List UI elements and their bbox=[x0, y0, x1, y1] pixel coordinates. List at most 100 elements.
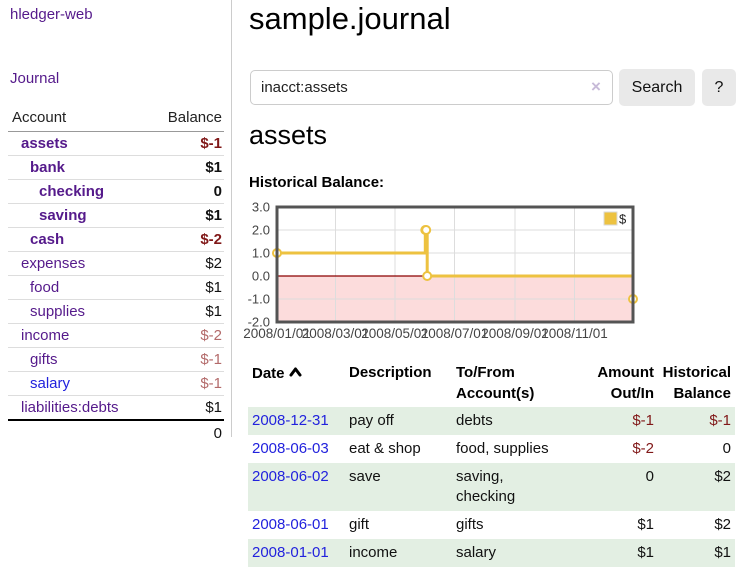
account-row: cash $-2 bbox=[8, 227, 224, 252]
transaction-date-link[interactable]: 2008-06-02 bbox=[252, 468, 329, 485]
svg-text:2008/05/01: 2008/05/01 bbox=[361, 326, 429, 341]
chart-heading: Historical Balance: bbox=[249, 174, 385, 191]
transaction-balance: $2 bbox=[714, 468, 731, 485]
svg-text:1.0: 1.0 bbox=[252, 246, 270, 261]
transaction-balance: $2 bbox=[714, 516, 731, 533]
account-row: gifts $-1 bbox=[8, 347, 224, 372]
date-column-header[interactable]: Date bbox=[248, 359, 345, 407]
transaction-amount: $1 bbox=[637, 544, 654, 561]
account-balance: $-1 bbox=[148, 131, 224, 156]
svg-text:2008/11/01: 2008/11/01 bbox=[541, 326, 608, 341]
account-row: expenses $2 bbox=[8, 251, 224, 276]
sidebar: hledger-web Journal Account Balance asse… bbox=[0, 0, 232, 445]
account-row: liabilities:debts $1 bbox=[8, 395, 224, 421]
account-link[interactable]: saving bbox=[39, 207, 87, 224]
transaction-date-link[interactable]: 2008-01-01 bbox=[252, 544, 329, 561]
svg-text:-1.0: -1.0 bbox=[248, 292, 270, 307]
transaction-balance: $-1 bbox=[709, 412, 731, 429]
transaction-accounts: salary bbox=[456, 544, 497, 561]
account-link[interactable]: bank bbox=[30, 159, 66, 176]
balance-chart: 3.0 2.0 1.0 0.0 -1.0 -2.02008/01/012008/03/01… bbox=[243, 200, 638, 341]
transaction-row: 2008-06-02 save saving, checking 0 $2 bbox=[248, 463, 735, 511]
balance-column-header: Balance bbox=[148, 106, 224, 132]
transactions-header-row: Date Description To/From Account(s) Amou… bbox=[248, 359, 735, 407]
transaction-description: eat & shop bbox=[349, 440, 421, 457]
account-column-header: Account bbox=[8, 106, 149, 132]
transaction-date-link[interactable]: 2008-12-31 bbox=[252, 412, 329, 429]
svg-text:-2.0: -2.0 bbox=[248, 315, 270, 330]
account-heading: assets bbox=[249, 120, 328, 150]
app-title-link[interactable]: hledger-web bbox=[10, 6, 93, 23]
historical-balance-chart: 3.0 2.0 1.0 0.0 -1.0 -2.0 2008/01/01 2008/03/01… bbox=[240, 198, 742, 350]
transaction-amount: $-1 bbox=[632, 412, 654, 429]
transaction-date-link[interactable]: 2008-06-01 bbox=[252, 516, 329, 533]
amount-column-header: Amount Out/In bbox=[597, 364, 654, 402]
account-row: supplies $1 bbox=[8, 299, 224, 324]
help-button[interactable]: ? bbox=[702, 69, 736, 106]
page-title: sample.journal bbox=[249, 1, 451, 36]
account-link[interactable]: assets bbox=[21, 135, 68, 152]
account-column-header: To/From Account(s) bbox=[456, 364, 535, 402]
account-row: food $1 bbox=[8, 275, 224, 300]
account-balance: $1 bbox=[148, 299, 224, 324]
clear-search-icon[interactable]: × bbox=[591, 77, 601, 96]
accounts-table-body: assets $-1 bank $1 checking 0 saving $1 cash $-2 e… bbox=[8, 131, 224, 421]
account-balance: $1 bbox=[148, 203, 224, 228]
svg-text:$: $ bbox=[619, 212, 627, 227]
transaction-accounts: saving, checking bbox=[456, 468, 516, 505]
svg-text:3.0: 3.0 bbox=[252, 200, 270, 215]
account-row: checking 0 bbox=[8, 179, 224, 204]
svg-text:2008/01/01: 2008/01/01 bbox=[243, 326, 311, 341]
account-balance: $1 bbox=[148, 155, 224, 180]
transaction-balance: $1 bbox=[714, 544, 731, 561]
account-row: saving $1 bbox=[8, 203, 224, 228]
transaction-balance: 0 bbox=[722, 440, 731, 457]
account-link[interactable]: expenses bbox=[21, 255, 86, 272]
description-column-header: Description bbox=[349, 364, 432, 381]
balance-column-header: Historical Balance bbox=[662, 364, 731, 402]
transaction-row: 2008-06-01 gift gifts $1 $2 bbox=[248, 511, 735, 539]
transaction-row: 2008-01-01 income salary $1 $1 bbox=[248, 539, 735, 567]
transaction-amount: $-2 bbox=[632, 440, 654, 457]
transaction-accounts: gifts bbox=[456, 516, 484, 533]
account-balance: $1 bbox=[148, 395, 224, 421]
account-link[interactable]: supplies bbox=[30, 303, 86, 320]
accounts-table: Account Balance assets $-1 bank $1 checking 0… bbox=[8, 106, 224, 445]
account-link[interactable]: gifts bbox=[30, 351, 58, 368]
account-row: income $-2 bbox=[8, 323, 224, 348]
account-row: assets $-1 bbox=[8, 131, 224, 156]
sort-ascending-icon bbox=[289, 362, 302, 383]
account-link[interactable]: liabilities:debts bbox=[21, 399, 119, 416]
svg-text:2.0: 2.0 bbox=[252, 223, 270, 238]
transaction-date-link[interactable]: 2008-06-03 bbox=[252, 440, 329, 457]
transaction-amount: $1 bbox=[637, 516, 654, 533]
account-row: salary $-1 bbox=[8, 371, 224, 396]
transactions-table-body: 2008-12-31 pay off debts $-1 $-1 2008-06-03 ea… bbox=[248, 407, 735, 567]
account-link[interactable]: salary bbox=[30, 375, 71, 392]
account-balance: $2 bbox=[148, 251, 224, 276]
accounts-table-header-row: Account Balance bbox=[8, 106, 224, 132]
account-link[interactable]: checking bbox=[39, 183, 105, 200]
svg-text:2008/03/01: 2008/03/01 bbox=[302, 326, 370, 341]
transaction-row: 2008-06-03 eat & shop food, supplies $-2 0 bbox=[248, 435, 735, 463]
transaction-description: pay off bbox=[349, 412, 394, 429]
transaction-accounts: debts bbox=[456, 412, 493, 429]
account-balance: $1 bbox=[148, 275, 224, 300]
account-link[interactable]: food bbox=[30, 279, 60, 296]
account-row: bank $1 bbox=[8, 155, 224, 180]
account-link[interactable]: income bbox=[21, 327, 70, 344]
account-balance: $-1 bbox=[148, 371, 224, 396]
account-balance: 0 bbox=[148, 179, 224, 204]
account-link[interactable]: cash bbox=[30, 231, 65, 248]
search-input[interactable] bbox=[250, 70, 613, 105]
search-button[interactable]: Search bbox=[619, 69, 695, 106]
transaction-description: gift bbox=[349, 516, 370, 533]
transaction-row: 2008-12-31 pay off debts $-1 $-1 bbox=[248, 407, 735, 435]
account-balance: $-2 bbox=[148, 227, 224, 252]
svg-text:2008/09/01: 2008/09/01 bbox=[481, 326, 549, 341]
accounts-total-balance: 0 bbox=[148, 419, 224, 445]
svg-text:0.0: 0.0 bbox=[252, 269, 270, 284]
sidebar-item-journal[interactable]: Journal bbox=[10, 70, 60, 87]
transaction-description: save bbox=[349, 468, 381, 485]
account-balance: $-2 bbox=[148, 323, 224, 348]
